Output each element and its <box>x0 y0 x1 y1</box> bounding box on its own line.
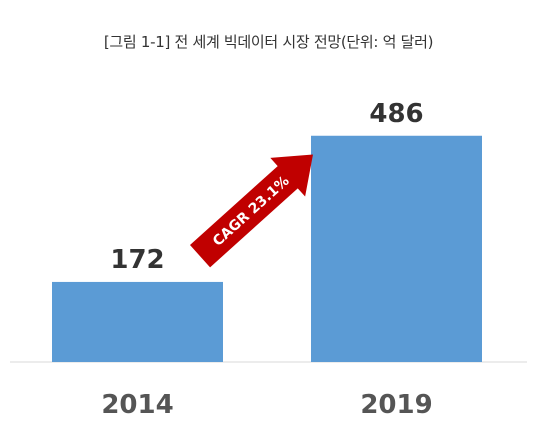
bar-2019 <box>311 135 482 362</box>
value-label-2014: 172 <box>110 245 164 275</box>
category-label-2014: 2014 <box>101 390 173 420</box>
arrow-shape <box>189 154 313 268</box>
growth-arrow: CAGR 23.1% <box>189 154 313 268</box>
value-label-2019: 486 <box>369 99 423 129</box>
chart-title: [그림 1-1] 전 세계 빅데이터 시장 전망(단위: 억 달러) <box>103 33 434 51</box>
cagr-annotation: CAGR 23.1% <box>210 173 293 250</box>
bar-2014 <box>52 281 223 362</box>
category-label-2019: 2019 <box>360 390 432 420</box>
